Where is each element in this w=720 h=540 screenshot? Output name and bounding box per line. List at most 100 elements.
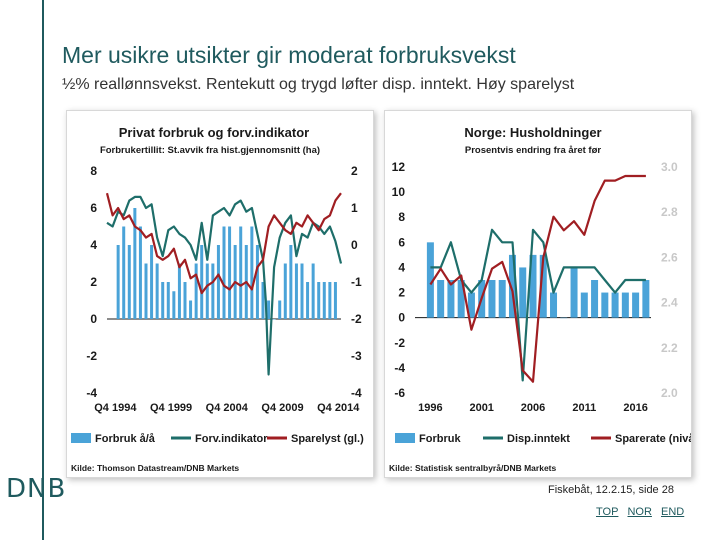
bar-forbruk (498, 280, 506, 318)
bar-forbruk (539, 254, 547, 318)
bar-forbruk (519, 267, 527, 318)
slide-subtitle: ½% reallønnsvekst. Rentekutt og trygd lø… (62, 76, 575, 93)
y-right-tick-label: 0 (351, 238, 358, 252)
y-left-tick-label: -4 (86, 386, 97, 400)
nav-link-top[interactable]: TOP (596, 506, 619, 518)
bar-forbruk (177, 263, 181, 319)
x-tick-label: 2016 (623, 402, 647, 414)
footer-note: Fiskebåt, 12.2.15, side 28 (548, 484, 674, 496)
chart-households: Norge: Husholdninger Prosentvis endring f… (389, 125, 691, 473)
nav-link-nor[interactable]: NOR (627, 506, 652, 518)
y-right-tick-label: -2 (351, 312, 362, 326)
bar-forbruk (333, 282, 337, 319)
y-left-tick-label: 12 (392, 160, 406, 174)
bar-forbruk (278, 300, 282, 319)
y-left-tick-label: -2 (394, 336, 405, 350)
bar-forbruk (144, 263, 148, 319)
x-tick-label: Q4 1994 (94, 402, 137, 414)
dnb-logo: DNB (6, 474, 67, 504)
y-left-tick-label: 10 (392, 185, 406, 199)
chart-source: Kilde: Thomson Datastream/DNB Markets (71, 463, 239, 473)
y-left-tick-label: 6 (398, 235, 405, 249)
nav-link-end[interactable]: END (661, 506, 685, 518)
legend-label: Forbruk (419, 433, 461, 445)
y-left-tick-label: 6 (90, 201, 97, 215)
y-right-tick-label: 1 (351, 201, 358, 215)
nav-links: TOP NOR END (596, 506, 690, 518)
y-left-tick-label: 8 (398, 210, 405, 224)
bar-forbruk (133, 208, 137, 319)
x-tick-label: Q4 1999 (150, 402, 192, 414)
bar-forbruk (601, 292, 609, 318)
bar-forbruk (211, 263, 215, 319)
bar-forbruk (161, 282, 165, 319)
y-right-tick-label: 2.6 (661, 250, 678, 264)
x-tick-label: 2001 (469, 402, 493, 414)
bar-forbruk (289, 245, 293, 319)
bar-forbruk (116, 245, 120, 319)
bar-forbruk (272, 319, 276, 320)
bar-forbruk (306, 282, 310, 319)
bar-forbruk (322, 282, 326, 319)
y-right-tick-label: 3.0 (661, 160, 678, 174)
y-right-tick-label: 2.4 (661, 296, 678, 310)
bar-forbruk (122, 226, 126, 319)
bar-forbruk (189, 300, 193, 319)
bar-forbruk (457, 280, 465, 318)
legend-label: Forv.indikator (195, 433, 268, 445)
y-right-tick-label: -4 (351, 386, 362, 400)
y-left-tick-label: -6 (394, 386, 405, 400)
bar-forbruk (183, 282, 187, 319)
y-right-tick-label: 2.8 (661, 205, 678, 219)
bar-forbruk (200, 245, 204, 319)
bar-forbruk (467, 292, 475, 318)
x-tick-label: 2006 (521, 402, 545, 414)
legend-swatch-bar (71, 433, 91, 443)
legend-label: Forbruk å/å (95, 433, 156, 445)
x-tick-label: Q4 2009 (261, 402, 303, 414)
bar-forbruk (138, 226, 142, 319)
bar-forbruk (621, 292, 629, 318)
chart-panel-left: Privat forbruk og forv.indikator Forbruke… (66, 110, 374, 478)
slide-title: Mer usikre utsikter gir moderat forbruks… (62, 42, 516, 68)
bar-forbruk (317, 282, 321, 319)
chart-title: Norge: Husholdninger (464, 125, 601, 140)
bar-forbruk (447, 280, 455, 318)
y-left-tick-label: 4 (90, 238, 97, 252)
bar-forbruk (580, 292, 588, 318)
y-right-tick-label: -1 (351, 275, 362, 289)
chart-private-consumption: Privat forbruk og forv.indikator Forbruke… (71, 125, 364, 473)
bar-forbruk (239, 226, 243, 319)
x-tick-label: Q4 2004 (206, 402, 249, 414)
y-left-tick-label: 2 (398, 286, 405, 300)
bar-forbruk (255, 245, 259, 319)
bar-forbruk (228, 226, 232, 319)
line-forvindikator (106, 195, 343, 376)
bar-forbruk (283, 263, 287, 319)
bar-forbruk (205, 263, 209, 319)
legend-label: Disp.inntekt (507, 433, 570, 445)
accent-divider (42, 0, 44, 540)
bar-forbruk (642, 280, 650, 318)
bar-forbruk (172, 291, 176, 319)
legend-label: Sparerate (nivå) (615, 433, 691, 445)
y-left-tick-label: -4 (394, 361, 405, 375)
x-tick-label: 1996 (418, 402, 442, 414)
bar-forbruk (250, 226, 254, 319)
bar-forbruk (550, 292, 558, 318)
bar-forbruk (632, 292, 640, 318)
bar-forbruk (591, 280, 599, 318)
bar-forbruk (267, 300, 271, 319)
bar-forbruk (216, 245, 220, 319)
chart-source: Kilde: Statistisk sentralbyrå/DNB Market… (389, 463, 556, 473)
bar-forbruk (300, 263, 304, 319)
line-dispinntekt (430, 228, 646, 382)
y-left-tick-label: 2 (90, 275, 97, 289)
y-left-tick-label: 4 (398, 260, 405, 274)
bar-forbruk (194, 263, 198, 319)
bar-forbruk (508, 254, 516, 318)
y-left-tick-label: 0 (398, 311, 405, 325)
legend-swatch-bar (395, 433, 415, 443)
bar-forbruk (328, 282, 332, 319)
chart-subtitle: Prosentvis endring fra året før (465, 145, 602, 156)
